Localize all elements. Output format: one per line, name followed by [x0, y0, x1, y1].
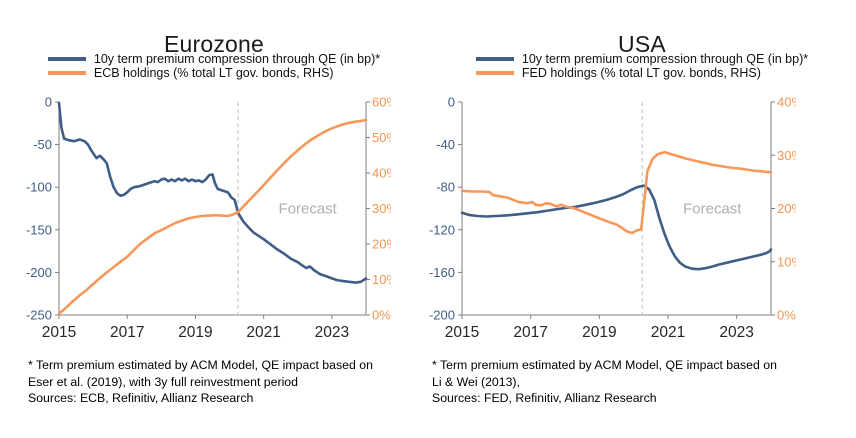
svg-text:-80: -80	[436, 180, 455, 195]
legend-item-holdings: FED holdings (% total LT gov. bonds, RHS…	[475, 66, 761, 80]
svg-text:-160: -160	[429, 265, 455, 280]
chart-panel-eurozone: Eurozone 10y term premium compression th…	[0, 31, 428, 405]
svg-text:-150: -150	[26, 222, 52, 237]
svg-text:-120: -120	[429, 222, 455, 237]
footnote-line: * Term premium estimated by ACM Model, Q…	[432, 358, 777, 372]
svg-text:2019: 2019	[582, 324, 616, 341]
legend-label-holdings: FED holdings (% total LT gov. bonds, RHS…	[521, 66, 761, 80]
footnote-line: * Term premium estimated by ACM Model, Q…	[28, 358, 373, 372]
svg-text:2017: 2017	[110, 324, 144, 341]
legend-line-swatch-holdings	[475, 71, 514, 75]
svg-text:60%: 60%	[372, 95, 398, 110]
svg-text:2021: 2021	[651, 324, 685, 341]
svg-text:-250: -250	[26, 308, 52, 323]
svg-text:Forecast: Forecast	[683, 201, 742, 218]
svg-text:-200: -200	[26, 265, 52, 280]
legend-line-swatch-premium	[475, 57, 514, 61]
svg-text:0: 0	[448, 95, 455, 110]
svg-text:30%: 30%	[777, 148, 803, 163]
svg-text:-40: -40	[436, 137, 455, 152]
footnote-line: Eser et al. (2019), with 3y full reinves…	[28, 374, 298, 389]
legend-item-holdings: ECB holdings (% total LT gov. bonds, RHS…	[47, 66, 334, 80]
svg-text:2023: 2023	[719, 324, 753, 341]
footnote-eurozone: * Term premium estimated by ACM Model, Q…	[0, 357, 448, 407]
legend-usa: 10y term premium compression through QE …	[428, 52, 856, 80]
svg-text:0: 0	[45, 95, 52, 110]
svg-text:2021: 2021	[246, 324, 280, 341]
footnote-line: Sources: FED, Refinitiv, Allianz Researc…	[432, 391, 657, 405]
svg-text:40%: 40%	[777, 95, 803, 110]
chart-title-eurozone: Eurozone	[163, 31, 265, 58]
legend-label-holdings: ECB holdings (% total LT gov. bonds, RHS…	[93, 66, 334, 80]
svg-text:Forecast: Forecast	[278, 201, 337, 218]
svg-text:10%: 10%	[777, 254, 803, 269]
svg-text:0%: 0%	[372, 308, 391, 323]
legend-line-swatch-holdings	[47, 71, 86, 75]
svg-text:2015: 2015	[42, 324, 76, 341]
svg-text:-200: -200	[429, 308, 455, 323]
legend-item-premium: 10y term premium compression through QE …	[47, 52, 381, 66]
svg-text:40%: 40%	[372, 166, 398, 181]
svg-text:50%: 50%	[372, 130, 398, 145]
footnote-line: Sources: ECB, Refinitiv, Allianz Researc…	[28, 391, 254, 405]
legend-line-swatch-premium	[47, 57, 86, 61]
legend-label-premium: 10y term premium compression through QE …	[521, 52, 809, 66]
svg-text:10%: 10%	[372, 272, 398, 287]
svg-text:20%: 20%	[372, 237, 398, 252]
svg-text:-50: -50	[33, 137, 52, 152]
chart-title-usa: USA	[618, 31, 666, 58]
svg-text:30%: 30%	[372, 201, 398, 216]
footnote-line: Li & Wei (2013),	[432, 374, 520, 389]
svg-text:2017: 2017	[513, 324, 547, 341]
svg-text:2019: 2019	[178, 324, 212, 341]
line-chart-eurozone: 0 -50 -100 -150 -200 -250 0% 10% 20% 30% 40% 50% 60%…	[26, 95, 398, 342]
footnote-usa: * Term premium estimated by ACM Model, Q…	[428, 357, 852, 407]
legend-item-premium: 10y term premium compression through QE …	[475, 52, 809, 66]
svg-text:2015: 2015	[445, 324, 479, 341]
svg-text:0%: 0%	[777, 308, 796, 323]
legend-label-premium: 10y term premium compression through QE …	[93, 52, 381, 66]
svg-text:2023: 2023	[315, 324, 349, 341]
legend-eurozone: 10y term premium compression through QE …	[0, 52, 428, 80]
svg-text:20%: 20%	[777, 201, 803, 216]
svg-text:-100: -100	[26, 180, 52, 195]
line-chart-usa: 0 -40 -80 -120 -160 -200 0% 10% 20% 30% 40% 2015 201…	[429, 95, 803, 342]
chart-panel-usa: USA 10y term premium compression through…	[428, 0, 856, 438]
